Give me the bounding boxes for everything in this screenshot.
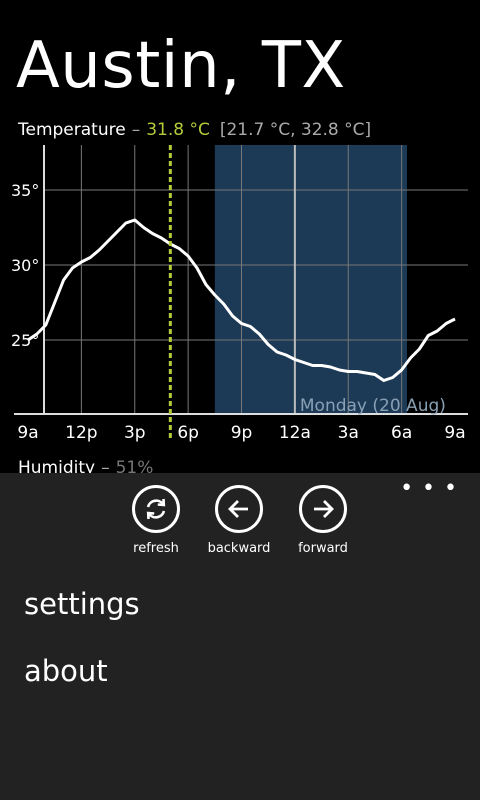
temperature-dash: – bbox=[131, 120, 141, 140]
y-tick-label: 25° bbox=[11, 331, 39, 350]
city-title: Austin, TX bbox=[16, 29, 346, 103]
refresh-button[interactable]: refresh bbox=[106, 485, 206, 556]
x-tick-label: 12a bbox=[279, 423, 311, 443]
temperature-range: [21.7 °C, 32.8 °C] bbox=[219, 120, 372, 140]
x-tick-label: 3p bbox=[124, 423, 146, 443]
y-tick-label: 35° bbox=[11, 181, 39, 200]
refresh-icon bbox=[132, 485, 180, 533]
x-tick-label: 12p bbox=[65, 423, 97, 443]
menu-item-about[interactable]: about bbox=[24, 654, 108, 688]
temperature-header: Temperature –31.8 °C [21.7 °C, 32.8 °C] bbox=[18, 120, 371, 140]
forward-label: forward bbox=[298, 541, 348, 556]
menu-item-settings[interactable]: settings bbox=[24, 587, 140, 621]
backward-button[interactable]: backward bbox=[189, 485, 289, 556]
temperature-label: Temperature bbox=[18, 120, 126, 140]
x-tick-label: 6p bbox=[177, 423, 199, 443]
temperature-chart[interactable]: 25° 30° 35° 9a 12p 3p 6p 9p 12a 3a 6a 9a Monday (20 … bbox=[0, 140, 480, 450]
arrow-left-icon bbox=[215, 485, 263, 533]
x-tick-label: 3a bbox=[338, 423, 359, 443]
arrow-right-icon bbox=[299, 485, 347, 533]
app-bar: • • • refresh backward forward setting bbox=[0, 473, 480, 800]
humidity-dash: – bbox=[101, 458, 110, 478]
forward-button[interactable]: forward bbox=[273, 485, 373, 556]
x-tick-label: 9a bbox=[17, 423, 38, 443]
more-options-icon[interactable]: • • • bbox=[400, 476, 458, 501]
x-tick-label: 6a bbox=[391, 423, 412, 443]
refresh-label: refresh bbox=[133, 541, 179, 556]
day-marker-label: Monday (20 Aug) bbox=[300, 396, 446, 416]
x-tick-label: 9a bbox=[444, 423, 465, 443]
x-tick-label: 9p bbox=[231, 423, 253, 443]
y-tick-label: 30° bbox=[11, 256, 39, 275]
backward-label: backward bbox=[207, 541, 271, 556]
temperature-current: 31.8 °C bbox=[146, 120, 210, 140]
night-highlight-band bbox=[214, 145, 407, 414]
temperature-series-line bbox=[27, 218, 456, 382]
